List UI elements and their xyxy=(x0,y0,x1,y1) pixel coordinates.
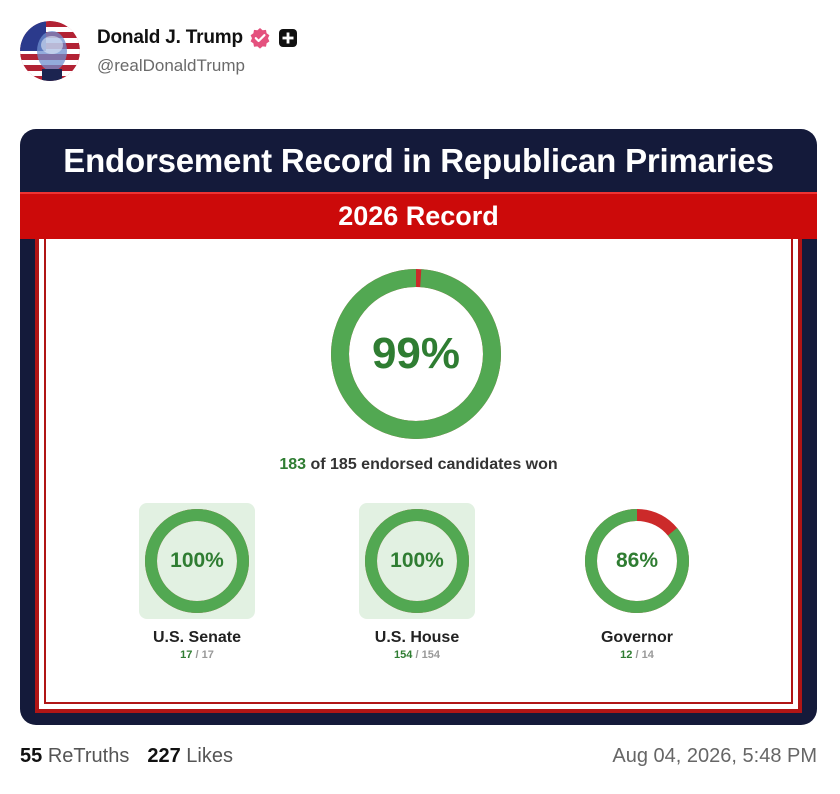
overall-summary: 183 of 185 endorsed candidates won xyxy=(20,456,817,474)
senate-count: 17 / 17 xyxy=(117,649,277,661)
governor-label: Governor xyxy=(600,629,673,646)
house-donut-win-arc xyxy=(365,509,469,613)
display-name[interactable]: Donald J. Trump xyxy=(97,27,243,48)
senate-donut-win-arc xyxy=(145,509,249,613)
post-footer: 55 ReTruths 227 Likes Aug 04, 2026, 5:48… xyxy=(20,742,817,770)
avatar[interactable] xyxy=(20,21,80,81)
name-row: Donald J. Trump xyxy=(97,26,298,50)
graphic-subtitle: 2026 Record xyxy=(20,192,817,239)
retruths-label: ReTruths xyxy=(47,744,130,767)
senate-percent: 100% xyxy=(170,549,224,572)
governor-count: 12 / 14 xyxy=(557,649,717,661)
retruths-stat[interactable]: 55 ReTruths xyxy=(20,745,129,768)
overall-percent: 99% xyxy=(371,329,461,378)
post-header: Donald J. Trump @realDonaldTrump xyxy=(20,20,298,82)
likes-count: 227 xyxy=(147,744,181,767)
governor-percent: 86% xyxy=(615,549,659,572)
governor-won: 12 xyxy=(620,649,633,661)
overall-summary-text: of 185 endorsed candidates won xyxy=(310,456,558,473)
senate-donut xyxy=(145,509,249,613)
likes-stat[interactable]: 227 Likes xyxy=(147,745,233,768)
governor-donut-win-arc xyxy=(585,509,689,613)
graphic-frame xyxy=(35,239,802,713)
governor-donut xyxy=(585,509,689,613)
house-donut xyxy=(365,509,469,613)
graphic-inner-frame xyxy=(44,239,793,704)
verified-badge-icon xyxy=(249,27,271,49)
house-count: 154 / 154 xyxy=(337,649,497,661)
author-info: Donald J. Trump @realDonaldTrump xyxy=(97,26,298,76)
senate-label: U.S. Senate xyxy=(152,629,242,646)
category-highlight xyxy=(139,503,255,619)
category-highlight xyxy=(359,503,475,619)
house-label: U.S. House xyxy=(374,629,460,646)
post-timestamp[interactable]: Aug 04, 2026, 5:48 PM xyxy=(612,744,817,767)
senate-won: 17 xyxy=(180,649,193,661)
house-percent: 100% xyxy=(390,549,444,572)
senate-total: / 17 xyxy=(195,649,214,661)
handle[interactable]: @realDonaldTrump xyxy=(97,56,245,75)
endorsement-graphic[interactable]: Endorsement Record in Republican Primari… xyxy=(20,129,817,725)
house-won: 154 xyxy=(394,649,413,661)
overall-donut xyxy=(331,269,501,439)
retruths-count: 55 xyxy=(20,744,43,767)
plus-badge-icon xyxy=(278,28,298,48)
likes-label: Likes xyxy=(186,744,233,767)
governor-total: / 14 xyxy=(635,649,654,661)
overall-won-count: 183 xyxy=(279,456,307,473)
graphic-title: Endorsement Record in Republican Primari… xyxy=(63,141,774,179)
house-total: / 154 xyxy=(415,649,440,661)
overall-donut-win-arc xyxy=(331,269,501,439)
